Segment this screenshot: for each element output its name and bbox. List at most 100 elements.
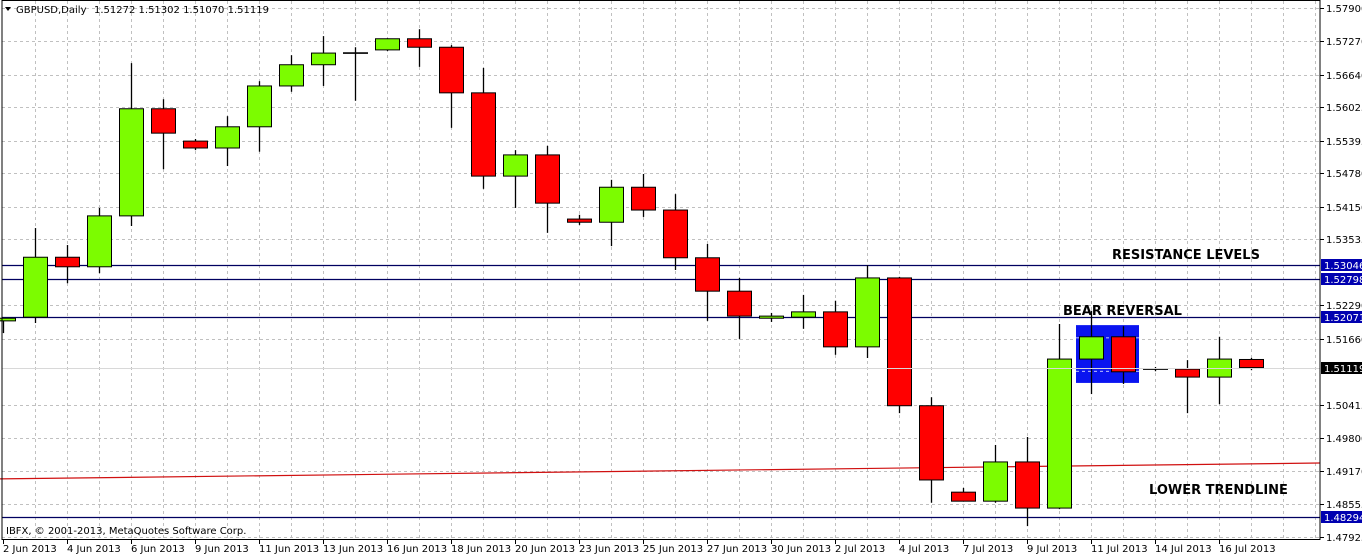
time-tick-label: 14 Jul 2013 bbox=[1155, 544, 1212, 555]
candle-body-bear bbox=[183, 140, 208, 149]
time-tick-label: 11 Jun 2013 bbox=[259, 544, 319, 555]
candle[interactable] bbox=[791, 294, 816, 329]
triangle-down-icon[interactable] bbox=[5, 7, 11, 11]
candle[interactable] bbox=[311, 36, 336, 86]
time-tick-label: 25 Jun 2013 bbox=[643, 544, 703, 555]
candle[interactable] bbox=[759, 312, 784, 322]
candle-body-bull bbox=[375, 38, 400, 51]
candle-body-bear bbox=[55, 256, 80, 268]
candle[interactable] bbox=[375, 38, 400, 51]
candle[interactable] bbox=[1143, 367, 1168, 372]
candle[interactable] bbox=[471, 67, 496, 189]
candle[interactable] bbox=[919, 397, 944, 503]
level-price-label: 1.48294 bbox=[1324, 513, 1362, 524]
candle-body-bear bbox=[1111, 336, 1136, 373]
time-tick-label: 6 Jun 2013 bbox=[131, 544, 185, 555]
candle-body-bear bbox=[1015, 461, 1040, 509]
candle[interactable] bbox=[951, 487, 976, 502]
price-tick-label: 1.49800 bbox=[1326, 434, 1362, 445]
time-tick-label: 4 Jun 2013 bbox=[67, 544, 121, 555]
level-price-label: 1.53046 bbox=[1324, 261, 1362, 272]
candle-body-bull bbox=[247, 85, 272, 128]
candle[interactable] bbox=[439, 45, 464, 128]
candle-body-bear bbox=[919, 405, 944, 481]
candle[interactable] bbox=[23, 228, 48, 323]
candle[interactable] bbox=[279, 55, 304, 92]
candle-body-bull bbox=[215, 126, 240, 149]
copyright-text: IBFX, © 2001-2013, MetaQuotes Software C… bbox=[6, 526, 246, 537]
candle-body-bull bbox=[279, 64, 304, 87]
trendline[interactable] bbox=[0, 462, 1321, 480]
time-tick-label: 4 Jul 2013 bbox=[899, 544, 949, 555]
candle-body-bull bbox=[119, 108, 144, 217]
candle-body-bear bbox=[407, 38, 432, 48]
price-tick-label: 1.55395 bbox=[1326, 137, 1362, 148]
candle[interactable] bbox=[727, 277, 752, 339]
candle[interactable] bbox=[503, 150, 528, 208]
price-axis[interactable]: 1.57900 1.57270 1.56640 1.56025 1.55395 1.547… bbox=[1320, 4, 1362, 544]
candle[interactable] bbox=[983, 444, 1008, 503]
price-tick-label: 1.57900 bbox=[1326, 4, 1362, 15]
current-price-label-bg bbox=[1321, 362, 1362, 374]
candle[interactable] bbox=[695, 243, 720, 321]
candle[interactable] bbox=[1111, 326, 1136, 384]
candle[interactable] bbox=[567, 214, 592, 225]
price-tick-label: 1.47925 bbox=[1326, 533, 1362, 544]
candle-body-bear bbox=[695, 257, 720, 292]
candle-body-bull bbox=[23, 256, 48, 318]
price-tick-label: 1.53535 bbox=[1326, 235, 1362, 246]
candle[interactable] bbox=[247, 81, 272, 152]
candle-body-bear bbox=[951, 491, 976, 502]
candle[interactable] bbox=[151, 99, 176, 170]
candle-body-bull bbox=[1047, 358, 1072, 509]
candle-body-bear bbox=[631, 186, 656, 211]
annotation-lower-trendline: LOWER TRENDLINE bbox=[1149, 483, 1288, 498]
level-price-label-bg bbox=[1321, 511, 1362, 523]
candle-body-bull bbox=[599, 186, 624, 223]
candle-body-bear bbox=[727, 290, 752, 317]
candle-body-bear bbox=[151, 108, 176, 134]
candle[interactable] bbox=[343, 47, 368, 101]
candle[interactable] bbox=[87, 207, 112, 274]
candle[interactable] bbox=[887, 276, 912, 414]
candle[interactable] bbox=[183, 138, 208, 151]
candle-body-bull bbox=[791, 311, 816, 318]
current-price-label: 1.51119 bbox=[1324, 364, 1362, 375]
resistance-level-lines[interactable] bbox=[2, 264, 1320, 519]
candle[interactable] bbox=[663, 194, 688, 270]
candle-body-bear bbox=[663, 209, 688, 259]
time-tick-label: 16 Jul 2013 bbox=[1219, 544, 1276, 555]
candle[interactable] bbox=[215, 116, 240, 167]
candle[interactable] bbox=[1015, 437, 1040, 527]
candle[interactable] bbox=[855, 265, 880, 358]
candle[interactable] bbox=[535, 145, 560, 233]
lower-trendline[interactable] bbox=[0, 462, 1321, 480]
plot-frame bbox=[1, 0, 1321, 540]
ohlc-values: 1.51272 1.51302 1.51070 1.51119 bbox=[94, 5, 269, 16]
time-tick-label: 30 Jun 2013 bbox=[771, 544, 831, 555]
time-tick-label: 23 Jun 2013 bbox=[579, 544, 639, 555]
candle[interactable] bbox=[119, 63, 144, 226]
candle[interactable] bbox=[0, 317, 16, 334]
price-tick-label: 1.50415 bbox=[1326, 401, 1362, 412]
time-tick-label: 11 Jul 2013 bbox=[1091, 544, 1148, 555]
candle[interactable] bbox=[599, 179, 624, 247]
time-tick-label: 9 Jun 2013 bbox=[195, 544, 249, 555]
time-tick-label: 20 Jun 2013 bbox=[515, 544, 575, 555]
time-axis[interactable]: 2 Jun 2013 4 Jun 2013 6 Jun 2013 9 Jun 2013… bbox=[3, 540, 1276, 555]
price-tick-label: 1.54780 bbox=[1326, 169, 1362, 180]
candle-body-bull bbox=[87, 215, 112, 268]
candle[interactable] bbox=[55, 245, 80, 284]
candle[interactable] bbox=[1079, 310, 1104, 395]
price-tick-label: 1.57270 bbox=[1326, 37, 1362, 48]
time-tick-label: 2 Jul 2013 bbox=[835, 544, 885, 555]
candle[interactable] bbox=[823, 300, 848, 355]
candle[interactable] bbox=[407, 29, 432, 67]
candle[interactable] bbox=[631, 173, 656, 217]
candle-body-bull bbox=[311, 52, 336, 66]
price-tick-label: 1.56640 bbox=[1326, 71, 1362, 82]
candle[interactable] bbox=[1047, 324, 1072, 510]
candle-body-bull bbox=[0, 317, 16, 322]
